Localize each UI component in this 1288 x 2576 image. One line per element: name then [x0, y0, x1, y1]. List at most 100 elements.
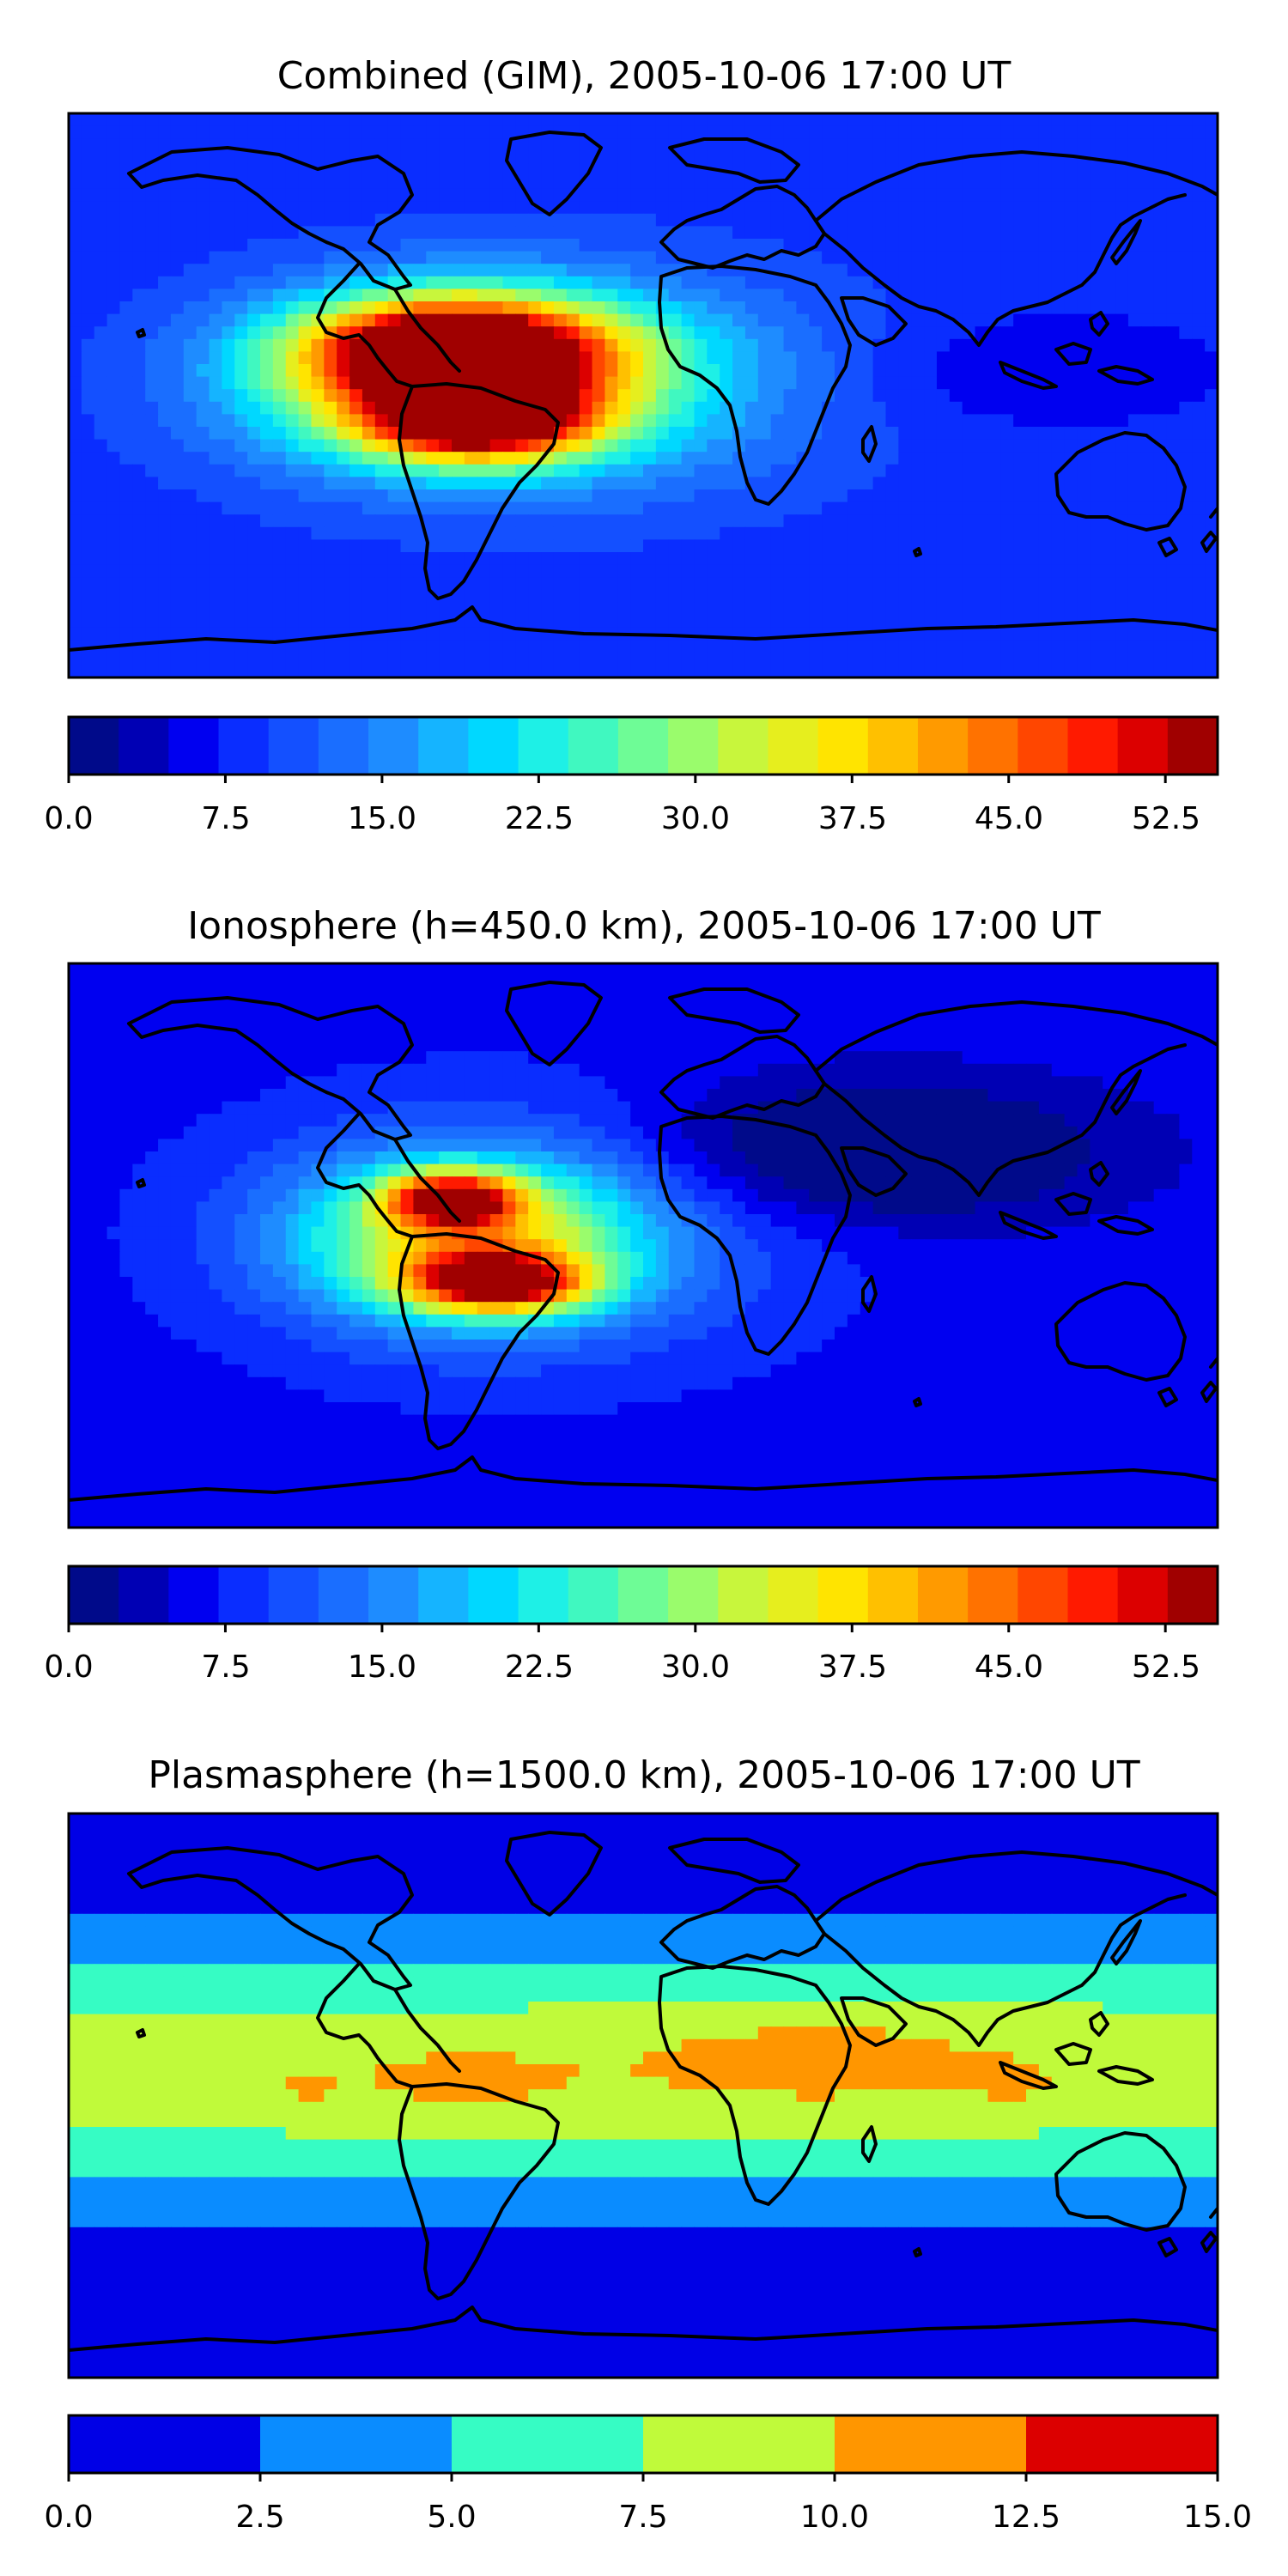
- heatmap-cell: [1115, 589, 1129, 603]
- heatmap-cell: [924, 201, 938, 215]
- colorbar-segment: [518, 717, 569, 775]
- heatmap-cell: [349, 489, 363, 503]
- heatmap-cell: [349, 226, 363, 240]
- heatmap-cell: [1013, 176, 1027, 190]
- heatmap-cell: [452, 452, 465, 465]
- heatmap-cell: [452, 188, 465, 202]
- heatmap-cell: [464, 539, 478, 553]
- heatmap-cell: [324, 564, 337, 578]
- heatmap-cell: [1051, 452, 1066, 465]
- heatmap-cell: [1205, 376, 1218, 390]
- heatmap-cell: [1103, 988, 1116, 1002]
- heatmap-cell: [285, 251, 300, 264]
- heatmap-cell: [477, 213, 491, 227]
- heatmap-cell: [234, 401, 248, 415]
- heatmap-cell: [987, 276, 1001, 289]
- heatmap-cell: [720, 213, 733, 227]
- heatmap-cell: [847, 1051, 861, 1065]
- heatmap-cell: [962, 564, 976, 578]
- heatmap-cell: [426, 640, 440, 653]
- heatmap-cell: [374, 401, 389, 415]
- heatmap-cell: [170, 427, 185, 440]
- heatmap-cell: [668, 564, 683, 578]
- heatmap-cell: [809, 163, 823, 177]
- heatmap-cell: [1166, 427, 1180, 440]
- heatmap-cell: [1000, 226, 1014, 240]
- heatmap-cell: [337, 501, 350, 515]
- heatmap-cell: [962, 264, 976, 277]
- heatmap-cell: [515, 552, 529, 566]
- heatmap-cell: [681, 313, 696, 327]
- heatmap-cell: [464, 138, 478, 152]
- heatmap-cell: [1115, 652, 1129, 665]
- heatmap-cell: [872, 501, 887, 515]
- heatmap-cell: [541, 264, 555, 277]
- heatmap-cell: [822, 251, 835, 264]
- heatmap-cell: [260, 464, 274, 477]
- heatmap-cell: [617, 351, 631, 365]
- heatmap-cell: [770, 414, 785, 428]
- heatmap-cell: [911, 414, 925, 428]
- heatmap-cell: [987, 514, 1001, 528]
- heatmap-cell: [924, 276, 938, 289]
- heatmap-cell: [1090, 226, 1103, 240]
- heatmap-cell: [1026, 113, 1040, 127]
- heatmap-cell: [1064, 239, 1078, 252]
- heatmap-cell: [605, 213, 618, 227]
- heatmap-cell: [975, 138, 988, 152]
- heatmap-cell: [1013, 514, 1027, 528]
- heatmap-cell: [579, 351, 593, 365]
- heatmap-cell: [464, 1038, 478, 1052]
- heatmap-cell: [272, 552, 287, 566]
- heatmap-cell: [1077, 1051, 1091, 1065]
- heatmap-cell: [796, 201, 810, 215]
- heatmap-cell: [145, 552, 159, 566]
- heatmap-cell: [1179, 276, 1193, 289]
- heatmap-cell: [668, 289, 683, 302]
- heatmap-cell: [898, 276, 912, 289]
- heatmap-cell: [145, 264, 159, 277]
- heatmap-cell: [528, 577, 542, 591]
- heatmap-cell: [924, 313, 938, 327]
- heatmap-cell: [975, 564, 988, 578]
- heatmap-cell: [387, 988, 402, 1002]
- heatmap-cell: [400, 125, 414, 139]
- heatmap-cell: [1192, 652, 1206, 665]
- heatmap-cell: [209, 188, 222, 202]
- heatmap-cell: [1038, 276, 1053, 289]
- heatmap-cell: [744, 526, 759, 540]
- heatmap-cell: [872, 376, 887, 390]
- heatmap-cell: [924, 975, 938, 989]
- heatmap-cell: [681, 1051, 696, 1065]
- heatmap-cell: [1077, 552, 1091, 566]
- heatmap-cell: [81, 389, 95, 403]
- heatmap-cell: [145, 1076, 159, 1090]
- heatmap-cell: [69, 313, 82, 327]
- heatmap-cell: [1000, 188, 1014, 202]
- panel2-title: Ionosphere (h=450.0 km), 2005-10-06 17:0…: [187, 904, 1101, 948]
- heatmap-cell: [1115, 1038, 1129, 1052]
- heatmap-cell: [106, 1063, 121, 1077]
- heatmap-cell: [796, 351, 810, 365]
- heatmap-cell: [630, 163, 644, 177]
- heatmap-cell: [757, 477, 772, 490]
- heatmap-cell: [860, 1000, 874, 1014]
- heatmap-cell: [489, 1076, 504, 1090]
- heatmap-cell: [196, 289, 210, 302]
- heatmap-cell: [962, 351, 976, 365]
- heatmap-cell: [374, 113, 389, 127]
- heatmap-cell: [260, 1076, 274, 1090]
- heatmap-cell: [158, 564, 172, 578]
- heatmap-cell: [285, 226, 300, 240]
- heatmap-cell: [106, 665, 121, 677]
- heatmap-cell: [744, 326, 759, 340]
- heatmap-cell: [975, 125, 988, 139]
- heatmap-cell: [630, 477, 644, 490]
- heatmap-cell: [911, 963, 925, 977]
- heatmap-cell: [553, 640, 568, 653]
- heatmap-cell: [183, 963, 197, 977]
- heatmap-cell: [361, 975, 376, 989]
- heatmap-cell: [464, 188, 478, 202]
- heatmap-cell: [872, 1051, 887, 1065]
- heatmap-cell: [119, 988, 133, 1002]
